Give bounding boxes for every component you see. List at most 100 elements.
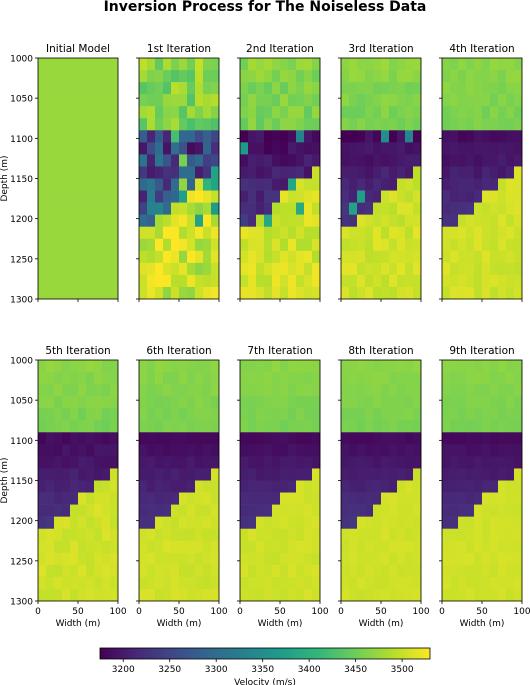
heatmap-cell (381, 250, 390, 264)
heatmap-cell (38, 178, 47, 191)
heatmap-cell (46, 468, 55, 481)
heatmap-cell (248, 214, 257, 227)
heatmap-cell (357, 166, 366, 179)
heatmap-cell (349, 516, 358, 529)
heatmap-cell (70, 468, 79, 481)
heatmap-cell (195, 166, 204, 179)
heatmap-cell (163, 540, 172, 554)
heatmap-cell (506, 432, 515, 445)
heatmap-cell (458, 420, 467, 433)
heatmap-cell (288, 106, 297, 119)
heatmap-cell (155, 118, 164, 131)
heatmap-cell (248, 372, 257, 385)
heatmap-cell (155, 432, 164, 445)
heatmap-cell (357, 82, 366, 95)
heatmap-cell (203, 372, 212, 385)
heatmap-cell (442, 444, 451, 457)
heatmap-cell (46, 576, 55, 590)
heatmap-cell (203, 238, 212, 252)
heatmap-cell (450, 130, 459, 143)
heatmap-cell (514, 142, 523, 155)
heatmap-cell (304, 588, 313, 602)
heatmap-cell (413, 250, 422, 264)
heatmap-cell (139, 58, 148, 71)
heatmap-cell (506, 262, 515, 276)
heatmap-cell (357, 130, 366, 143)
heatmap-cell (187, 552, 196, 566)
colorbar-label: Velocity (m/s) (234, 678, 296, 685)
heatmap-cell (46, 396, 55, 409)
heatmap-cell (506, 468, 515, 481)
heatmap-cell (46, 82, 55, 95)
heatmap-cell (179, 564, 188, 578)
heatmap-cell (514, 456, 523, 469)
y-tick-label: 1050 (10, 397, 33, 407)
heatmap-cell (349, 142, 358, 155)
heatmap-cell (62, 262, 71, 276)
heatmap-cell (357, 202, 366, 215)
heatmap-cell (349, 588, 358, 602)
heatmap-cell (381, 178, 390, 191)
heatmap-cell (94, 588, 103, 602)
heatmap-cell (211, 214, 220, 227)
heatmap-cell (240, 94, 249, 107)
heatmap-cell (450, 82, 459, 95)
heatmap-cell (155, 166, 164, 179)
heatmap-cell (389, 202, 398, 215)
heatmap-cell (62, 588, 71, 602)
heatmap-cell (304, 516, 313, 529)
heatmap-cell (195, 118, 204, 131)
heatmap-cell (466, 384, 475, 397)
heatmap-cell (296, 456, 305, 469)
heatmap-cell (514, 82, 523, 95)
heatmap-cell (413, 202, 422, 215)
heatmap-cell (474, 238, 483, 252)
heatmap-cell (110, 238, 119, 252)
heatmap-cell (341, 396, 350, 409)
heatmap-cell (240, 142, 249, 155)
heatmap-cell (458, 360, 467, 373)
heatmap-cell (482, 154, 491, 167)
heatmap-cell (389, 154, 398, 167)
heatmap-cell (357, 250, 366, 264)
heatmap-cell (458, 274, 467, 288)
heatmap-cell (70, 82, 79, 95)
heatmap-cell (171, 94, 180, 107)
x-tick-label: 100 (513, 607, 530, 617)
heatmap-cell (272, 250, 281, 264)
heatmap-cell (482, 190, 491, 203)
heatmap-cell (46, 274, 55, 288)
heatmap-cell (211, 504, 220, 517)
heatmap-cell (349, 250, 358, 264)
heatmap-cell (54, 408, 63, 421)
heatmap-cell (187, 238, 196, 252)
heatmap-cell (466, 552, 475, 566)
heatmap-cell (240, 202, 249, 215)
heatmap-cell (94, 166, 103, 179)
heatmap-cell (450, 58, 459, 71)
heatmap-cell (413, 154, 422, 167)
heatmap-cell (413, 504, 422, 517)
heatmap-cell (413, 384, 422, 397)
heatmap-cell (397, 154, 406, 167)
heatmap-cell (341, 372, 350, 385)
heatmap-cell (155, 94, 164, 107)
heatmap-cell (54, 384, 63, 397)
heatmap-cell (304, 576, 313, 590)
heatmap-cell (211, 262, 220, 276)
heatmap-cell (211, 432, 220, 445)
heatmap-cell (474, 82, 483, 95)
heatmap-cell (203, 444, 212, 457)
heatmap-cell (397, 118, 406, 131)
heatmap-cell (211, 118, 220, 131)
heatmap-cell (349, 480, 358, 493)
heatmap-cell (163, 262, 172, 276)
heatmap-cell (389, 238, 398, 252)
heatmap-cell (466, 286, 475, 300)
heatmap-cell (240, 166, 249, 179)
heatmap-cell (381, 396, 390, 409)
heatmap-cell (280, 456, 289, 469)
heatmap-cell (240, 564, 249, 578)
heatmap-cell (514, 202, 523, 215)
heatmap-cell (102, 528, 111, 542)
